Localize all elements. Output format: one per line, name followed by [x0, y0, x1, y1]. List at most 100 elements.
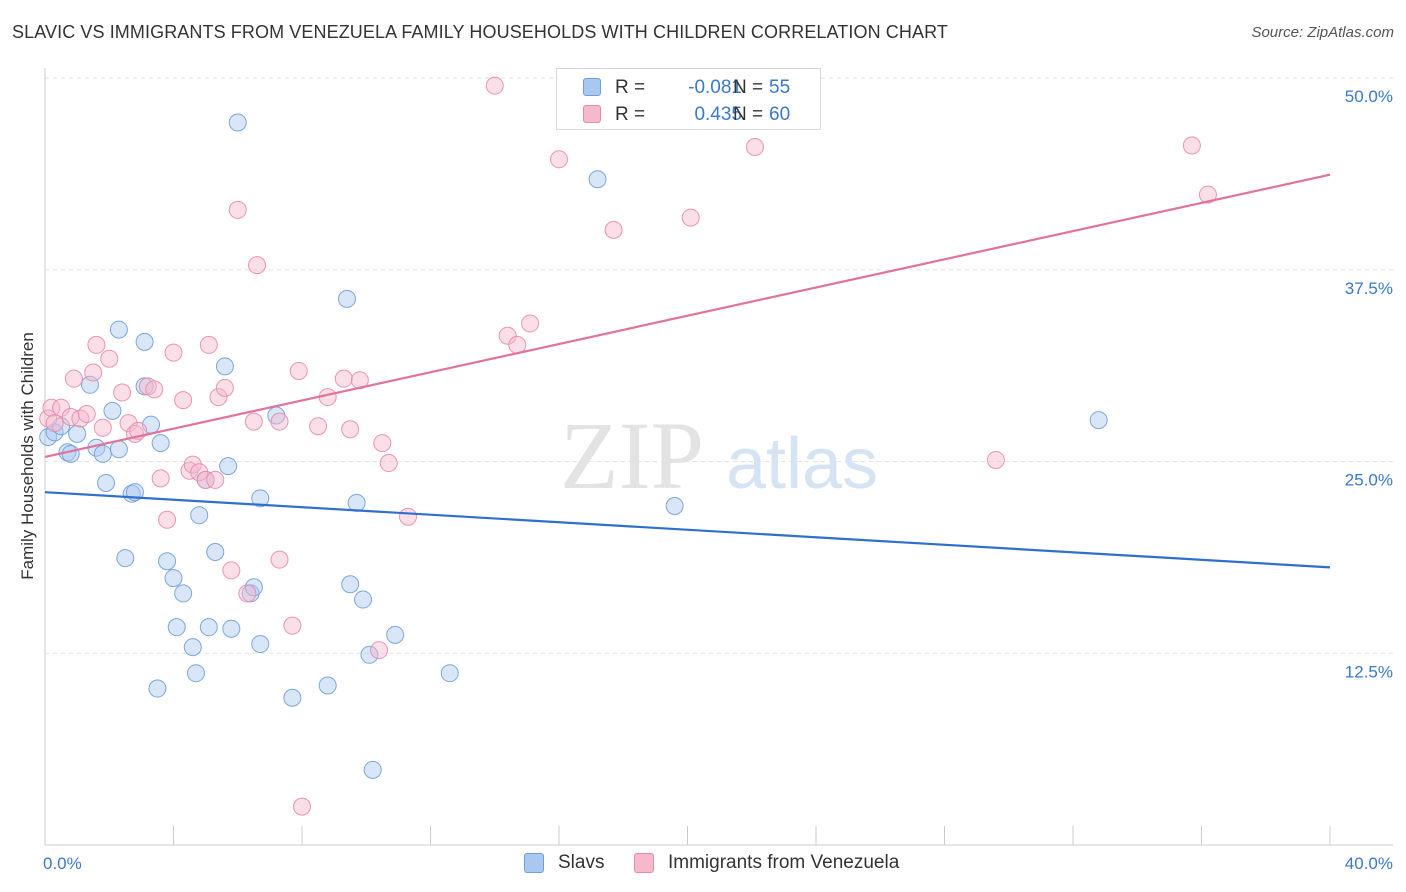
- venezuela-point: [45, 414, 64, 433]
- venezuela-point: [164, 343, 183, 362]
- slavs-point: [228, 113, 247, 132]
- slavs-point: [93, 444, 112, 463]
- slavs-point: [283, 688, 302, 707]
- venezuela-point: [199, 335, 218, 354]
- slavs-point: [251, 489, 270, 508]
- slavs-point: [199, 618, 218, 637]
- slavs-point: [222, 619, 241, 638]
- n-label: N =: [733, 77, 764, 98]
- trend-lines: [44, 173, 1331, 569]
- slavs-point: [151, 434, 170, 453]
- venezuela-point: [550, 150, 568, 169]
- venezuela-point: [113, 383, 132, 402]
- venezuela-point: [334, 369, 353, 388]
- legend-label-slavs: Slavs: [558, 852, 605, 873]
- slavs-point: [164, 569, 183, 588]
- watermark-atlas: atlas: [726, 424, 878, 504]
- venezuela-point: [71, 409, 90, 428]
- venezuela-point: [206, 470, 225, 489]
- stats-legend: R = -0.081 N = 55 R = 0.435 N = 60: [556, 68, 821, 130]
- venezuela-point: [77, 404, 96, 423]
- venezuela-point: [248, 256, 267, 275]
- slavs-point: [386, 625, 405, 644]
- legend-label-venezuela: Immigrants from Venezuela: [668, 852, 900, 873]
- venezuela-point: [228, 200, 247, 219]
- venezuela-point: [399, 507, 418, 526]
- venezuela-point: [1182, 136, 1201, 155]
- venezuela-point: [309, 417, 328, 436]
- chart-title: SLAVIC VS IMMIGRANTS FROM VENEZUELA FAMI…: [12, 22, 948, 42]
- slavs-point: [215, 357, 234, 376]
- slavs-point: [363, 760, 382, 779]
- venezuela-point: [238, 584, 257, 603]
- slavs-point: [97, 473, 116, 492]
- venezuela-swatch: [583, 105, 601, 123]
- venezuela-point: [222, 561, 241, 580]
- venezuela-point: [521, 314, 540, 333]
- venezuela-point: [39, 409, 58, 428]
- slavs-point: [354, 590, 373, 609]
- tick-labels: 12.5% 25.0% 37.5% 50.0% 0.0% 40.0%: [43, 87, 1393, 873]
- slavs-point: [109, 440, 128, 459]
- venezuela-point: [190, 463, 209, 482]
- venezuela-legend-swatch: [634, 853, 654, 873]
- venezuela-point: [289, 361, 308, 380]
- y-tick-label: 12.5%: [1345, 662, 1393, 681]
- slavs-point: [665, 496, 684, 515]
- slavs-point: [61, 444, 80, 463]
- venezuela-point: [93, 418, 112, 437]
- slavs-point: [103, 401, 122, 420]
- venezuela-point: [270, 550, 289, 569]
- slavs-legend-swatch: [524, 853, 544, 873]
- slavs-point: [347, 493, 366, 512]
- n-value: 55: [769, 77, 791, 98]
- venezuela-point: [341, 420, 360, 439]
- slavs-point: [206, 543, 225, 562]
- venezuela-point: [283, 616, 302, 635]
- venezuela-point: [498, 326, 517, 345]
- venezuela-point: [244, 412, 263, 431]
- slavs-point: [135, 332, 154, 351]
- slavs-point: [440, 664, 459, 683]
- slavs-point: [148, 679, 167, 698]
- slavs-point: [337, 289, 356, 308]
- venezuela-point: [745, 138, 764, 157]
- slavs-point: [219, 457, 238, 476]
- slavs-trend-line: [44, 491, 1331, 569]
- venezuela-point: [42, 398, 61, 417]
- venezuela-point: [270, 412, 289, 431]
- slavs-swatch: [583, 78, 601, 96]
- venezuela-point: [174, 391, 193, 410]
- venezuela-point: [485, 76, 504, 95]
- venezuela-point: [52, 398, 71, 417]
- x-tick-label: 0.0%: [43, 854, 82, 873]
- venezuela-point: [986, 450, 1005, 469]
- y-tick-label: 50.0%: [1345, 87, 1393, 106]
- venezuela-point: [119, 414, 138, 433]
- venezuela-point: [681, 208, 700, 227]
- venezuela-point: [1198, 185, 1217, 204]
- venezuela-point: [215, 378, 234, 397]
- venezuela-point: [183, 455, 202, 474]
- r-value: -0.081: [688, 77, 742, 98]
- venezuela-point: [379, 454, 398, 473]
- n-value: 60: [769, 104, 791, 125]
- venezuela-point: [145, 380, 164, 399]
- slavs-point: [251, 635, 270, 654]
- r-label: R =: [615, 104, 646, 125]
- venezuela-point: [196, 470, 215, 489]
- slavs-point: [1089, 411, 1108, 430]
- venezuela-point: [370, 641, 389, 660]
- axes: [44, 68, 1393, 846]
- venezuela-point: [293, 797, 311, 816]
- x-tick-label: 40.0%: [1345, 854, 1393, 873]
- venezuela-point: [209, 388, 228, 407]
- slavs-point: [167, 618, 186, 637]
- slavs-point: [341, 575, 360, 594]
- watermark-zip: ZIP: [560, 402, 704, 509]
- slavs-point: [360, 645, 379, 664]
- venezuela-point: [87, 335, 106, 354]
- n-label: N =: [733, 104, 764, 125]
- slavs-point: [109, 320, 128, 339]
